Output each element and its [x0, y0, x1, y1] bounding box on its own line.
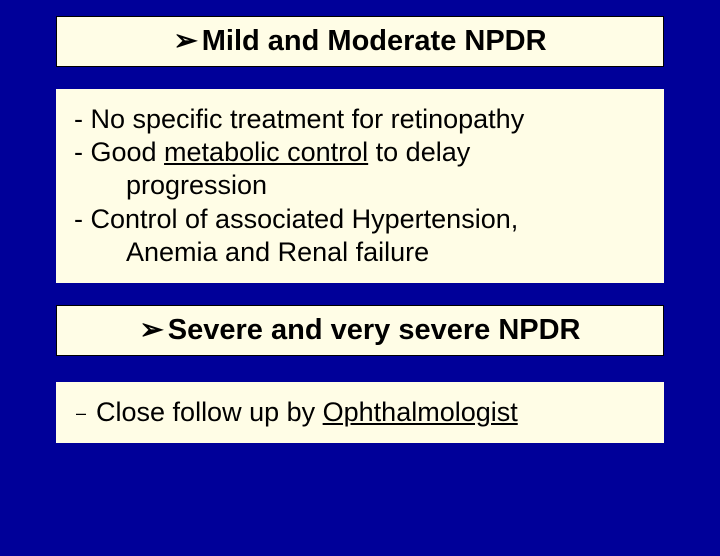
follow-up-line: – Close follow up by Ophthalmologist: [74, 396, 646, 429]
line2-post: to delay: [368, 137, 470, 167]
arrow-bullet-icon: ➢: [173, 23, 197, 58]
heading-1-text: Mild and Moderate NPDR: [202, 25, 547, 57]
slide: ➢Mild and Moderate NPDR - No specific tr…: [0, 16, 720, 556]
bullet-line-2: - Good metabolic control to delay: [74, 136, 646, 169]
follow-up-text: Close follow up by Ophthalmologist: [96, 396, 518, 429]
heading-2-text: Severe and very severe NPDR: [168, 314, 581, 346]
heading-2: ➢Severe and very severe NPDR: [71, 312, 649, 347]
heading-box-1: ➢Mild and Moderate NPDR: [56, 16, 664, 67]
line2-pre: - Good: [74, 137, 164, 167]
heading-1: ➢Mild and Moderate NPDR: [71, 23, 649, 58]
heading-box-2: ➢Severe and very severe NPDR: [56, 305, 664, 356]
line2-underline: metabolic control: [164, 137, 368, 167]
content-block-2: – Close follow up by Ophthalmologist: [56, 382, 664, 443]
dash-bullet-icon: –: [76, 403, 86, 424]
arrow-bullet-icon: ➢: [139, 312, 163, 347]
bullet-line-3: progression: [126, 169, 646, 202]
bullet-line-1: - No specific treatment for retinopathy: [74, 103, 646, 136]
content-block-1: - No specific treatment for retinopathy …: [56, 89, 664, 283]
bullet-line-5: Anemia and Renal failure: [126, 236, 646, 269]
follow-pre: Close follow up by: [96, 397, 323, 427]
bullet-line-4: - Control of associated Hypertension,: [74, 203, 646, 236]
follow-underline: Ophthalmologist: [323, 397, 518, 427]
